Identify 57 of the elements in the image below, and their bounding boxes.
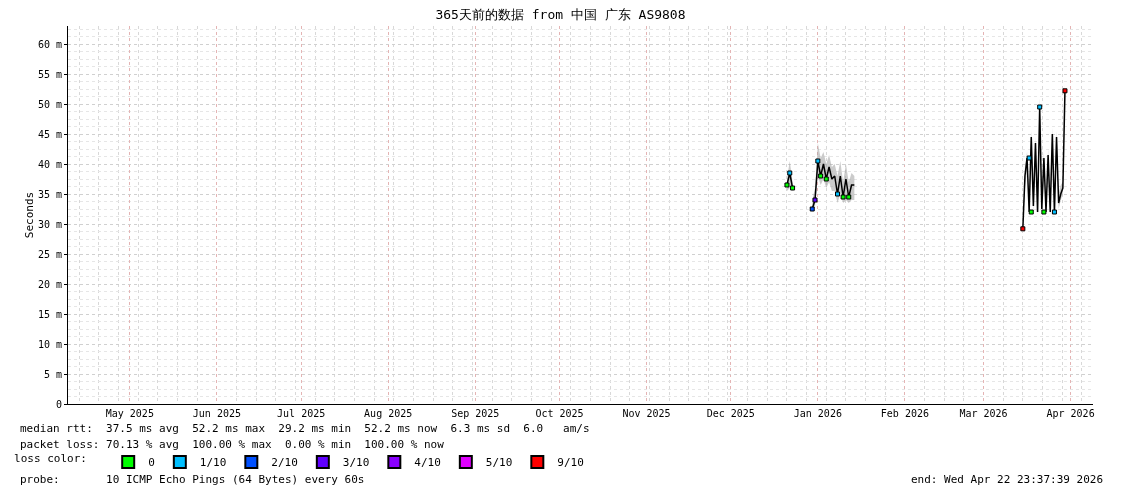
text: end: Wed Apr 22 23:37:39 2026 (911, 473, 1104, 486)
y-tick-label: 55 m (37, 68, 62, 80)
legend-label: 0 (148, 456, 155, 470)
legend-label: 2/10 (271, 456, 298, 470)
x-tick-label: Aug 2025 (364, 408, 413, 419)
point (790, 185, 796, 191)
point (1037, 104, 1043, 110)
point (812, 197, 818, 203)
y-tick-label: 15 m (37, 308, 62, 320)
x-tick-label: Jul 2025 (277, 408, 326, 419)
text: median rtt: 37.5 ms avg 52.2 ms max 29.2 ms min 52.2 ms now 6.3 ms sd 6.0 am/s (20, 422, 590, 435)
point (818, 173, 824, 179)
point (823, 176, 829, 182)
point (1062, 88, 1068, 94)
y-axis-title: Seconds (22, 191, 36, 239)
y-tick-label: 5 m (43, 368, 62, 380)
legend-label: 9/10 (557, 456, 584, 470)
y-tick-label: 35 m (37, 188, 62, 200)
point (840, 194, 846, 200)
point (809, 206, 815, 212)
point (1026, 155, 1032, 161)
point (815, 158, 821, 164)
x-tick-label: Jan 2026 (793, 408, 842, 419)
x-tick-label: Nov 2025 (622, 408, 671, 419)
point (846, 194, 852, 200)
y-tick-label: 60 m (37, 38, 62, 50)
x-tick-label: May 2025 (105, 408, 154, 419)
y-tick-label: 20 m (37, 278, 62, 290)
legend-label: 4/10 (414, 456, 441, 470)
y-tick-label: 40 m (37, 158, 62, 170)
x-tick-label: Feb 2026 (880, 408, 929, 419)
y-tick-label: 30 m (37, 218, 62, 230)
text: probe: 10 ICMP Echo Pings (64 Bytes) every 60s (20, 473, 365, 486)
point (1020, 226, 1026, 232)
y-tick-label: 0 (55, 398, 62, 410)
x-tick-label: Dec 2025 (706, 408, 755, 419)
text: packet loss: 70.13 % avg 100.00 % max 0.00 % min 100.00 % now (20, 438, 445, 451)
x-tick-label: Jun 2025 (192, 408, 241, 419)
legend-label: 5/10 (485, 456, 513, 470)
y-tick-label: 25 m (37, 248, 62, 260)
x-tick-label: Sep 2025 (451, 408, 500, 419)
chart-title: 365天前的数据 from 中国 广东 AS9808 (435, 6, 686, 22)
legend-label: 1/10 (199, 456, 227, 470)
point (835, 191, 840, 197)
y-tick-label: 45 m (37, 128, 62, 140)
point (1041, 209, 1047, 215)
point (787, 170, 793, 176)
y-tick-label: 50 m (37, 98, 62, 110)
point (784, 182, 790, 188)
point (1051, 209, 1057, 215)
x-tick-label: Mar 2026 (959, 408, 1008, 419)
y-tick-label: 10 m (37, 338, 62, 350)
x-tick-label: Apr 2026 (1046, 408, 1095, 419)
legend-label: 3/10 (342, 456, 370, 470)
point (1028, 209, 1034, 215)
x-tick-label: Oct 2025 (535, 408, 584, 419)
legend-title: loss color: (14, 451, 101, 465)
